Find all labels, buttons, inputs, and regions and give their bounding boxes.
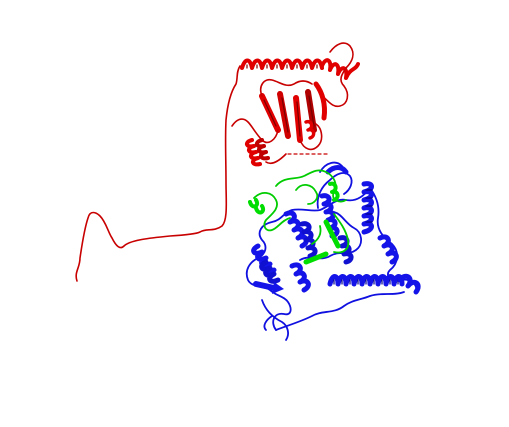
blue-helix-right-low — [380, 237, 396, 262]
blue-chain — [247, 163, 418, 340]
red-loop-b — [232, 119, 278, 142]
blue-helix-center-b — [302, 224, 315, 256]
blue-loop-left — [262, 300, 288, 340]
blue-helix-vertical — [364, 184, 372, 232]
red-loop-a — [261, 80, 312, 96]
blue-strand-top — [328, 168, 346, 173]
red-helix-small — [306, 122, 314, 138]
blue-loop-bottom — [276, 292, 404, 330]
blue-helix-lower-center — [292, 265, 308, 290]
green-helix-left — [250, 200, 263, 212]
red-terminal-loop — [76, 66, 240, 281]
red-sheet-2 — [280, 94, 288, 136]
red-helix-top — [242, 61, 322, 69]
red-chain — [76, 43, 358, 281]
green-loop-top-b — [296, 185, 317, 204]
red-helix-right — [322, 60, 358, 78]
blue-strand-arrow — [256, 284, 274, 288]
red-sheet-5 — [316, 84, 325, 118]
blue-arrowhead — [272, 282, 284, 294]
